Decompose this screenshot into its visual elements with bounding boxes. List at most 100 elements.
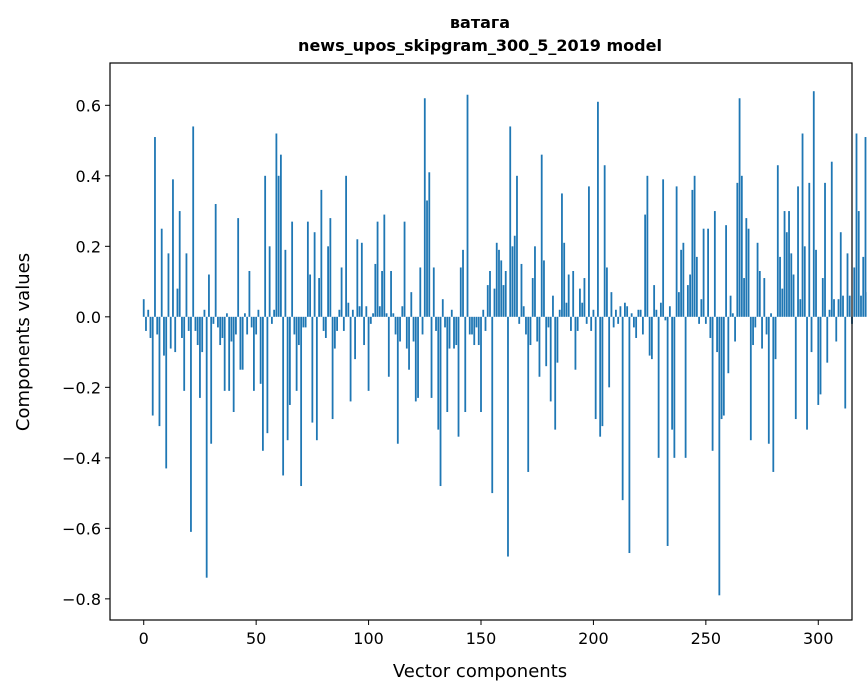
plot-frame [109,62,853,621]
bar [570,316,572,331]
bar [178,211,181,317]
bar [525,316,527,335]
bar [444,316,446,328]
bar [680,249,683,317]
bar [529,316,532,346]
bar [761,316,763,349]
bar [763,278,766,317]
bar [455,316,458,346]
bar [641,316,644,335]
bar [156,316,159,335]
bar [808,182,811,317]
y-tick-label: −0.2 [62,378,101,397]
bar [700,299,703,317]
bar [864,137,867,317]
bar [781,288,784,317]
bar [363,316,365,346]
bar [345,175,347,317]
bar [367,316,370,391]
bar [477,316,480,346]
bar [495,242,498,317]
bar [662,179,665,317]
bar [545,316,548,367]
bar [279,154,282,317]
bar [758,270,761,317]
bar [500,260,503,317]
bar [491,316,494,494]
bar [309,274,312,317]
bar [839,232,842,317]
bar [830,161,833,317]
bar [621,316,624,501]
bar [677,292,680,317]
bar [547,316,550,328]
bar [147,309,150,317]
bar [374,263,377,317]
bar [826,316,829,363]
bar [855,133,858,317]
bar [232,316,235,413]
bar [369,316,372,324]
bar [731,313,734,317]
bar [311,316,314,423]
bar [185,253,188,317]
bar [837,299,840,317]
bar [754,316,757,328]
bar [561,193,563,317]
bar [394,316,397,335]
bar [671,316,674,430]
bar [716,316,718,353]
bar [414,316,417,402]
bar [489,270,491,317]
bar [226,313,228,317]
bar [410,292,413,317]
bar [812,91,815,317]
y-tick-label: 0.0 [76,308,101,327]
bar [176,288,179,317]
bar [205,316,208,578]
bar [783,211,786,317]
bar [349,316,352,402]
bar [199,316,201,398]
bar [502,285,505,317]
bar [320,189,323,317]
bar [435,316,437,331]
bar [563,242,566,317]
bar [486,285,489,317]
bar [329,218,332,317]
y-axis-label: Components values [13,253,34,431]
bar [585,316,588,324]
bar [817,316,820,405]
bar [423,98,426,317]
bar [572,270,575,317]
bar [219,316,222,346]
bar [257,309,260,317]
bar [857,211,860,317]
bar [729,295,732,317]
bar [540,154,543,317]
bar [365,306,368,317]
bar [567,274,570,317]
bar [707,228,709,317]
bar [493,288,496,317]
bar [142,299,145,317]
bar [248,270,251,317]
bar [666,316,669,546]
bar [583,278,586,317]
bar [803,246,806,317]
bar [237,218,240,317]
bar [259,316,262,384]
bar [554,316,557,430]
bar [351,309,354,317]
x-tick-label: 0 [139,629,149,648]
bar [684,316,687,458]
bar [770,313,772,317]
bar [437,316,440,430]
bar [293,316,296,335]
bar [194,316,197,331]
bar [192,126,195,317]
bar [331,316,334,420]
bar [779,256,781,317]
bar [275,133,278,317]
bar [722,316,725,416]
